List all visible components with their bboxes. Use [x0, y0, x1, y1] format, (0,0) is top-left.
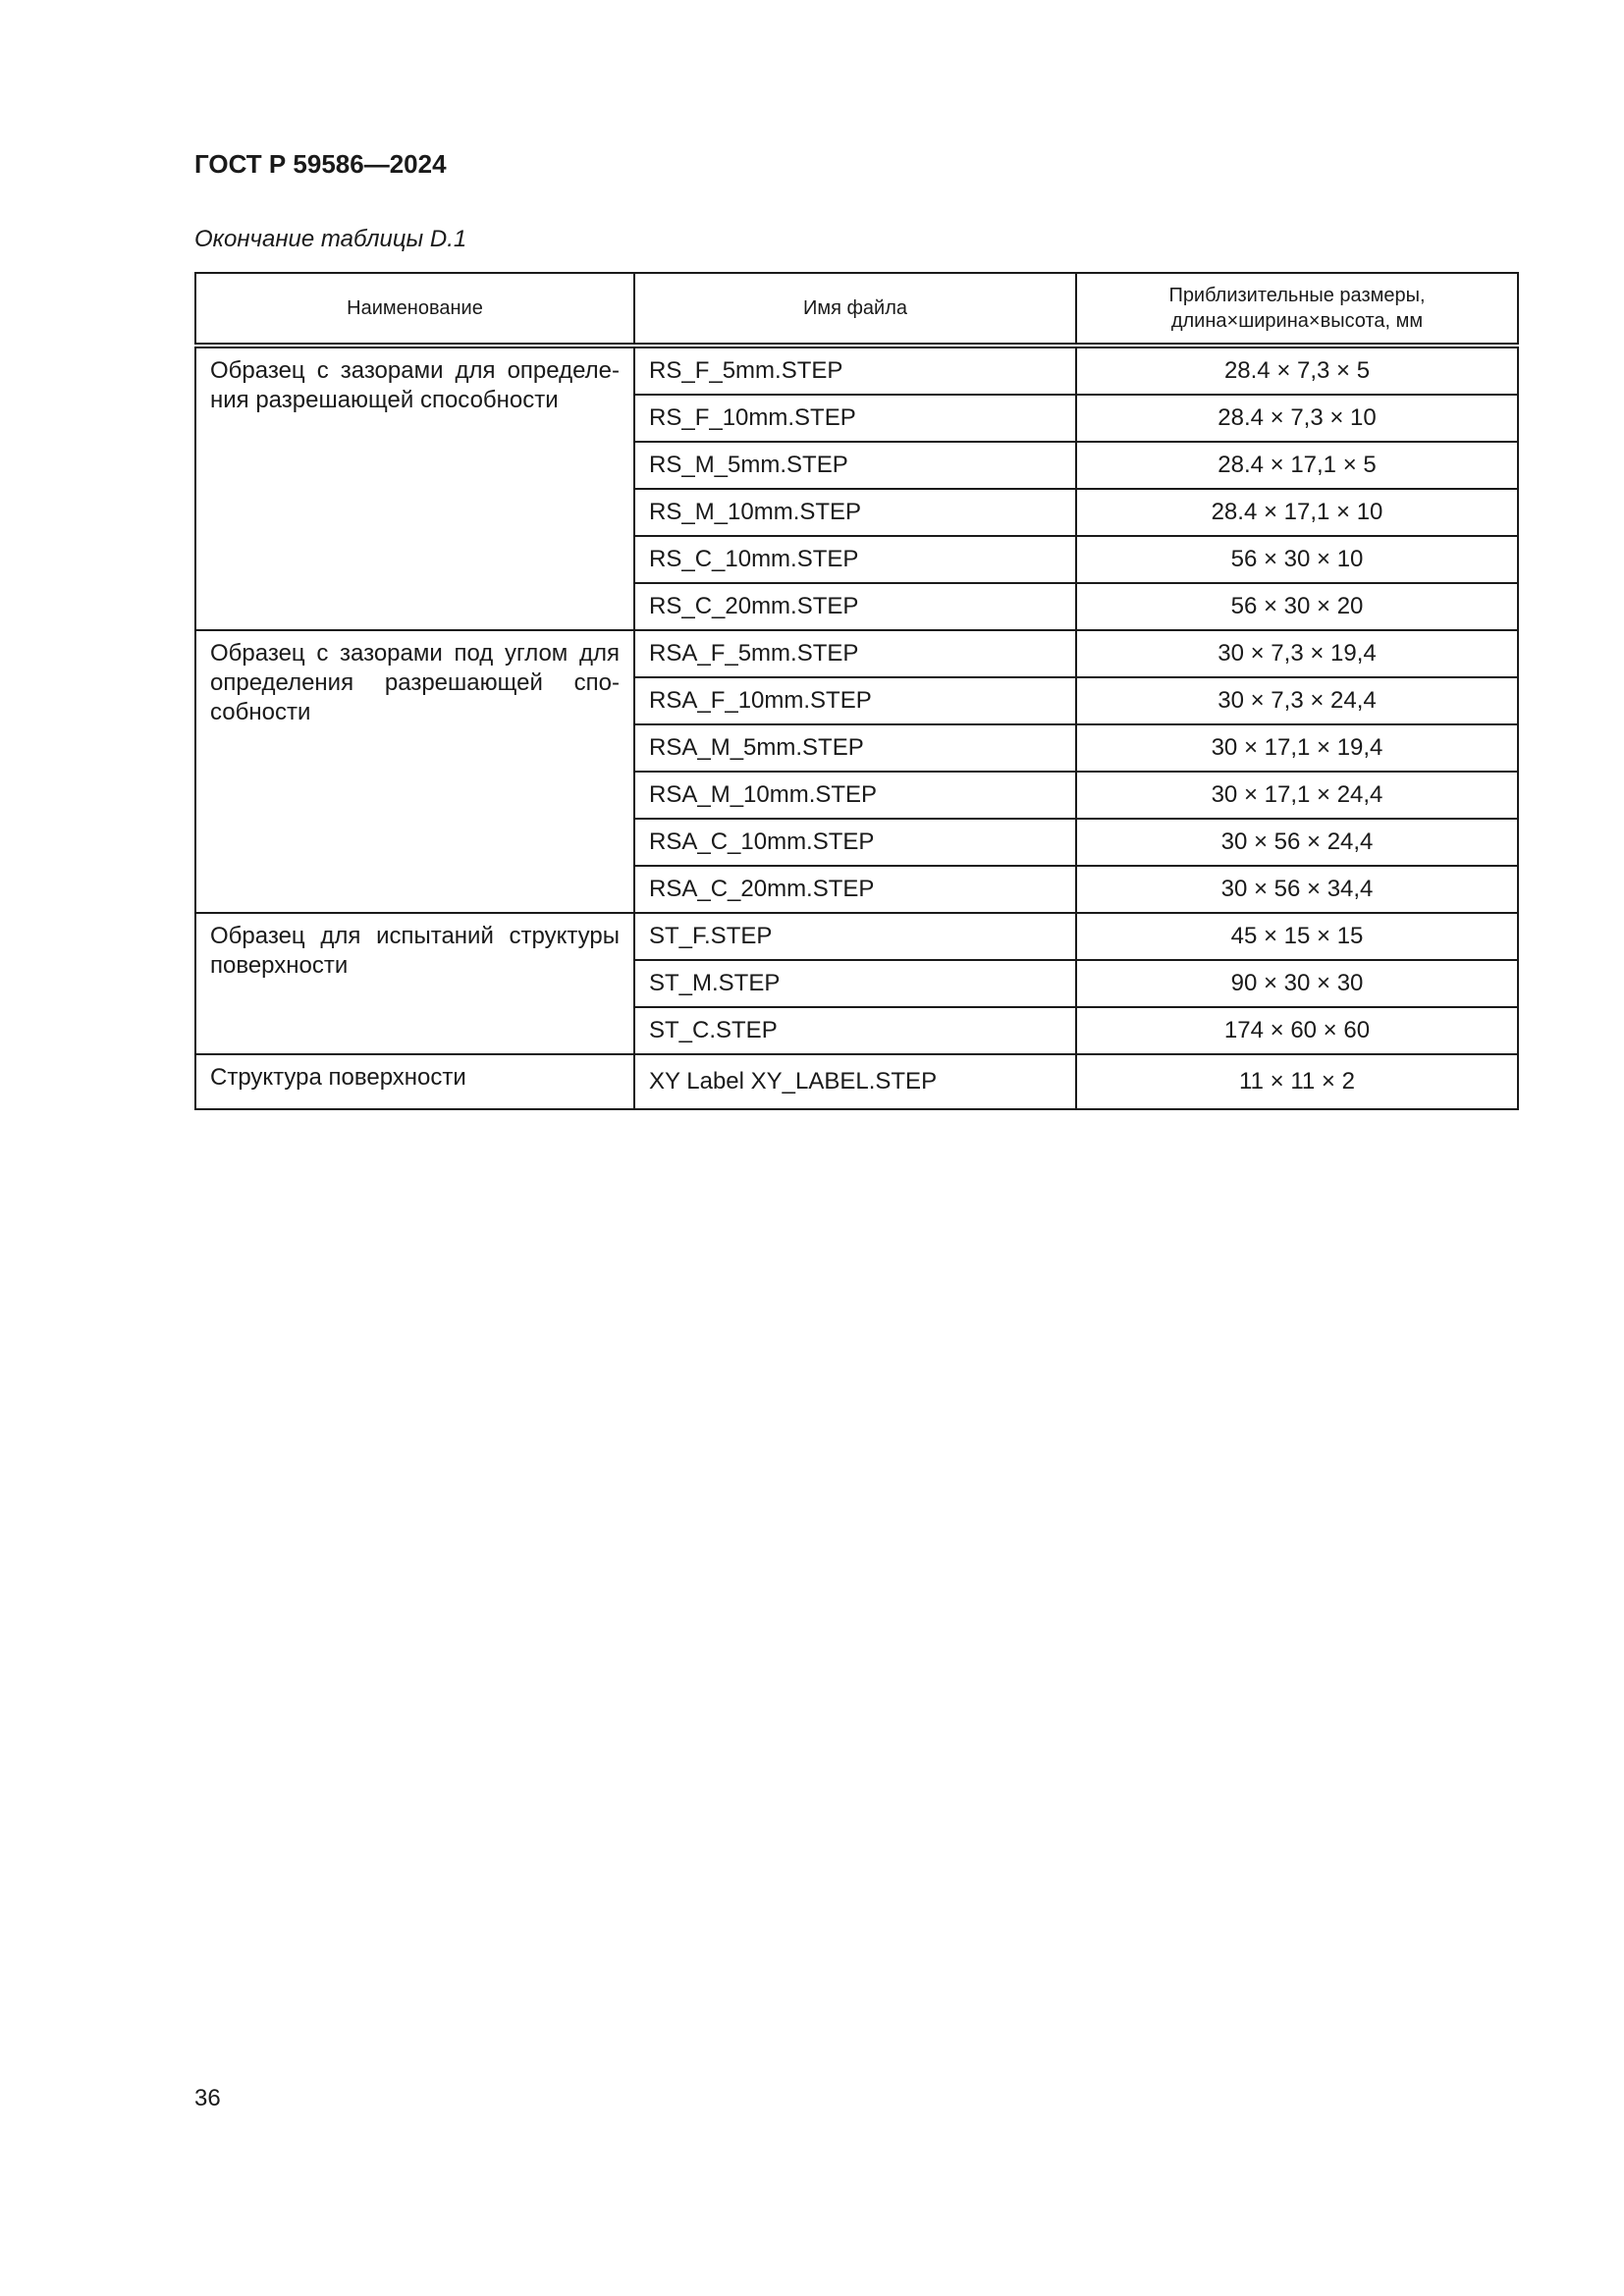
table-row: RS_M_10mm.STEP 28.4 × 17,1 × 10 [195, 488, 1519, 537]
cell-file: RSA_F_10mm.STEP [633, 676, 1077, 725]
header-size-line1: Приблизительные размеры, [1168, 285, 1426, 306]
cell-size: 30 × 56 × 24,4 [1075, 818, 1519, 867]
cell-name: Образец с зазорами для определе-ния разр… [194, 345, 635, 631]
cell-size: 30 × 56 × 34,4 [1075, 865, 1519, 914]
cell-size: 45 × 15 × 15 [1075, 912, 1519, 961]
table-header-row: Наименование Имя файла Приблизительные р… [194, 272, 1519, 348]
table-row: RSA_C_20mm.STEP 30 × 56 × 34,4 [195, 865, 1519, 914]
cell-file: RS_C_10mm.STEP [633, 535, 1077, 584]
table-row: ST_M.STEP 90 × 30 × 30 [195, 959, 1519, 1008]
cell-file: ST_F.STEP [633, 912, 1077, 961]
cell-size: 30 × 7,3 × 19,4 [1075, 629, 1519, 678]
table-row: RS_M_5mm.STEP 28.4 × 17,1 × 5 [195, 441, 1519, 490]
table-row: RS_C_20mm.STEP 56 × 30 × 20 [195, 582, 1519, 631]
table-row: Структура поверхности XY Label XY_LABEL.S… [194, 1053, 1519, 1110]
cell-file: RS_C_20mm.STEP [633, 582, 1077, 631]
cell-file: RS_M_5mm.STEP [633, 441, 1077, 490]
table-row: Образец с зазорами под углом для определ… [194, 629, 1519, 914]
cell-size: 28.4 × 17,1 × 10 [1075, 488, 1519, 537]
header-file: Имя файла [633, 272, 1077, 348]
header-name: Наименование [194, 272, 635, 348]
cell-name: Образец с зазорами под углом для определ… [194, 629, 635, 914]
cell-name: Образец для испытаний структуры поверхно… [194, 912, 635, 1055]
cell-file: RSA_C_10mm.STEP [633, 818, 1077, 867]
table-row: Образец для испытаний структуры поверхно… [194, 912, 1519, 1055]
table-row: RSA_M_5mm.STEP 30 × 17,1 × 19,4 [195, 723, 1519, 773]
table-row: Образец с зазорами для определе-ния разр… [194, 345, 1519, 631]
cell-file: RSA_M_5mm.STEP [633, 723, 1077, 773]
cell-file: RSA_C_20mm.STEP [633, 865, 1077, 914]
cell-file: RS_F_5mm.STEP [633, 345, 1077, 396]
cell-size: 28.4 × 7,3 × 5 [1075, 345, 1519, 396]
cell-file: ST_M.STEP [633, 959, 1077, 1008]
files-table: Наименование Имя файла Приблизительные р… [194, 272, 1519, 1110]
table-row: RSA_C_10mm.STEP 30 × 56 × 24,4 [195, 818, 1519, 867]
table-row: ST_C.STEP 174 × 60 × 60 [195, 1006, 1519, 1055]
cell-name: Структура поверхности [194, 1053, 635, 1110]
cell-file: RS_F_10mm.STEP [633, 394, 1077, 443]
cell-file: ST_C.STEP [633, 1006, 1077, 1055]
cell-size: 30 × 17,1 × 19,4 [1075, 723, 1519, 773]
cell-size: 56 × 30 × 10 [1075, 535, 1519, 584]
table-row: RS_F_10mm.STEP 28.4 × 7,3 × 10 [195, 394, 1519, 443]
cell-size: 28.4 × 17,1 × 5 [1075, 441, 1519, 490]
table-row: RS_C_10mm.STEP 56 × 30 × 10 [195, 535, 1519, 584]
header-size-line2: длина×ширина×высота, мм [1170, 310, 1424, 332]
cell-file: RSA_F_5mm.STEP [633, 629, 1077, 678]
cell-size: 11 × 11 × 2 [1075, 1053, 1519, 1110]
table-caption: Окончание таблицы D.1 [194, 226, 467, 252]
cell-size: 56 × 30 × 20 [1075, 582, 1519, 631]
cell-size: 28.4 × 7,3 × 10 [1075, 394, 1519, 443]
cell-file: RSA_M_10mm.STEP [633, 771, 1077, 820]
table-body: Образец с зазорами для определе-ния разр… [194, 345, 1519, 1110]
header-size: Приблизительные размеры, длина×ширина×выс… [1075, 272, 1519, 348]
table-row: RSA_F_10mm.STEP 30 × 7,3 × 24,4 [195, 676, 1519, 725]
page-number: 36 [194, 2085, 221, 2111]
cell-size: 174 × 60 × 60 [1075, 1006, 1519, 1055]
document-title: ГОСТ Р 59586—2024 [194, 149, 447, 179]
table-row: RSA_M_10mm.STEP 30 × 17,1 × 24,4 [195, 771, 1519, 820]
cell-size: 90 × 30 × 30 [1075, 959, 1519, 1008]
cell-file: RS_M_10mm.STEP [633, 488, 1077, 537]
cell-file: XY Label XY_LABEL.STEP [633, 1053, 1077, 1110]
cell-size: 30 × 17,1 × 24,4 [1075, 771, 1519, 820]
cell-size: 30 × 7,3 × 24,4 [1075, 676, 1519, 725]
